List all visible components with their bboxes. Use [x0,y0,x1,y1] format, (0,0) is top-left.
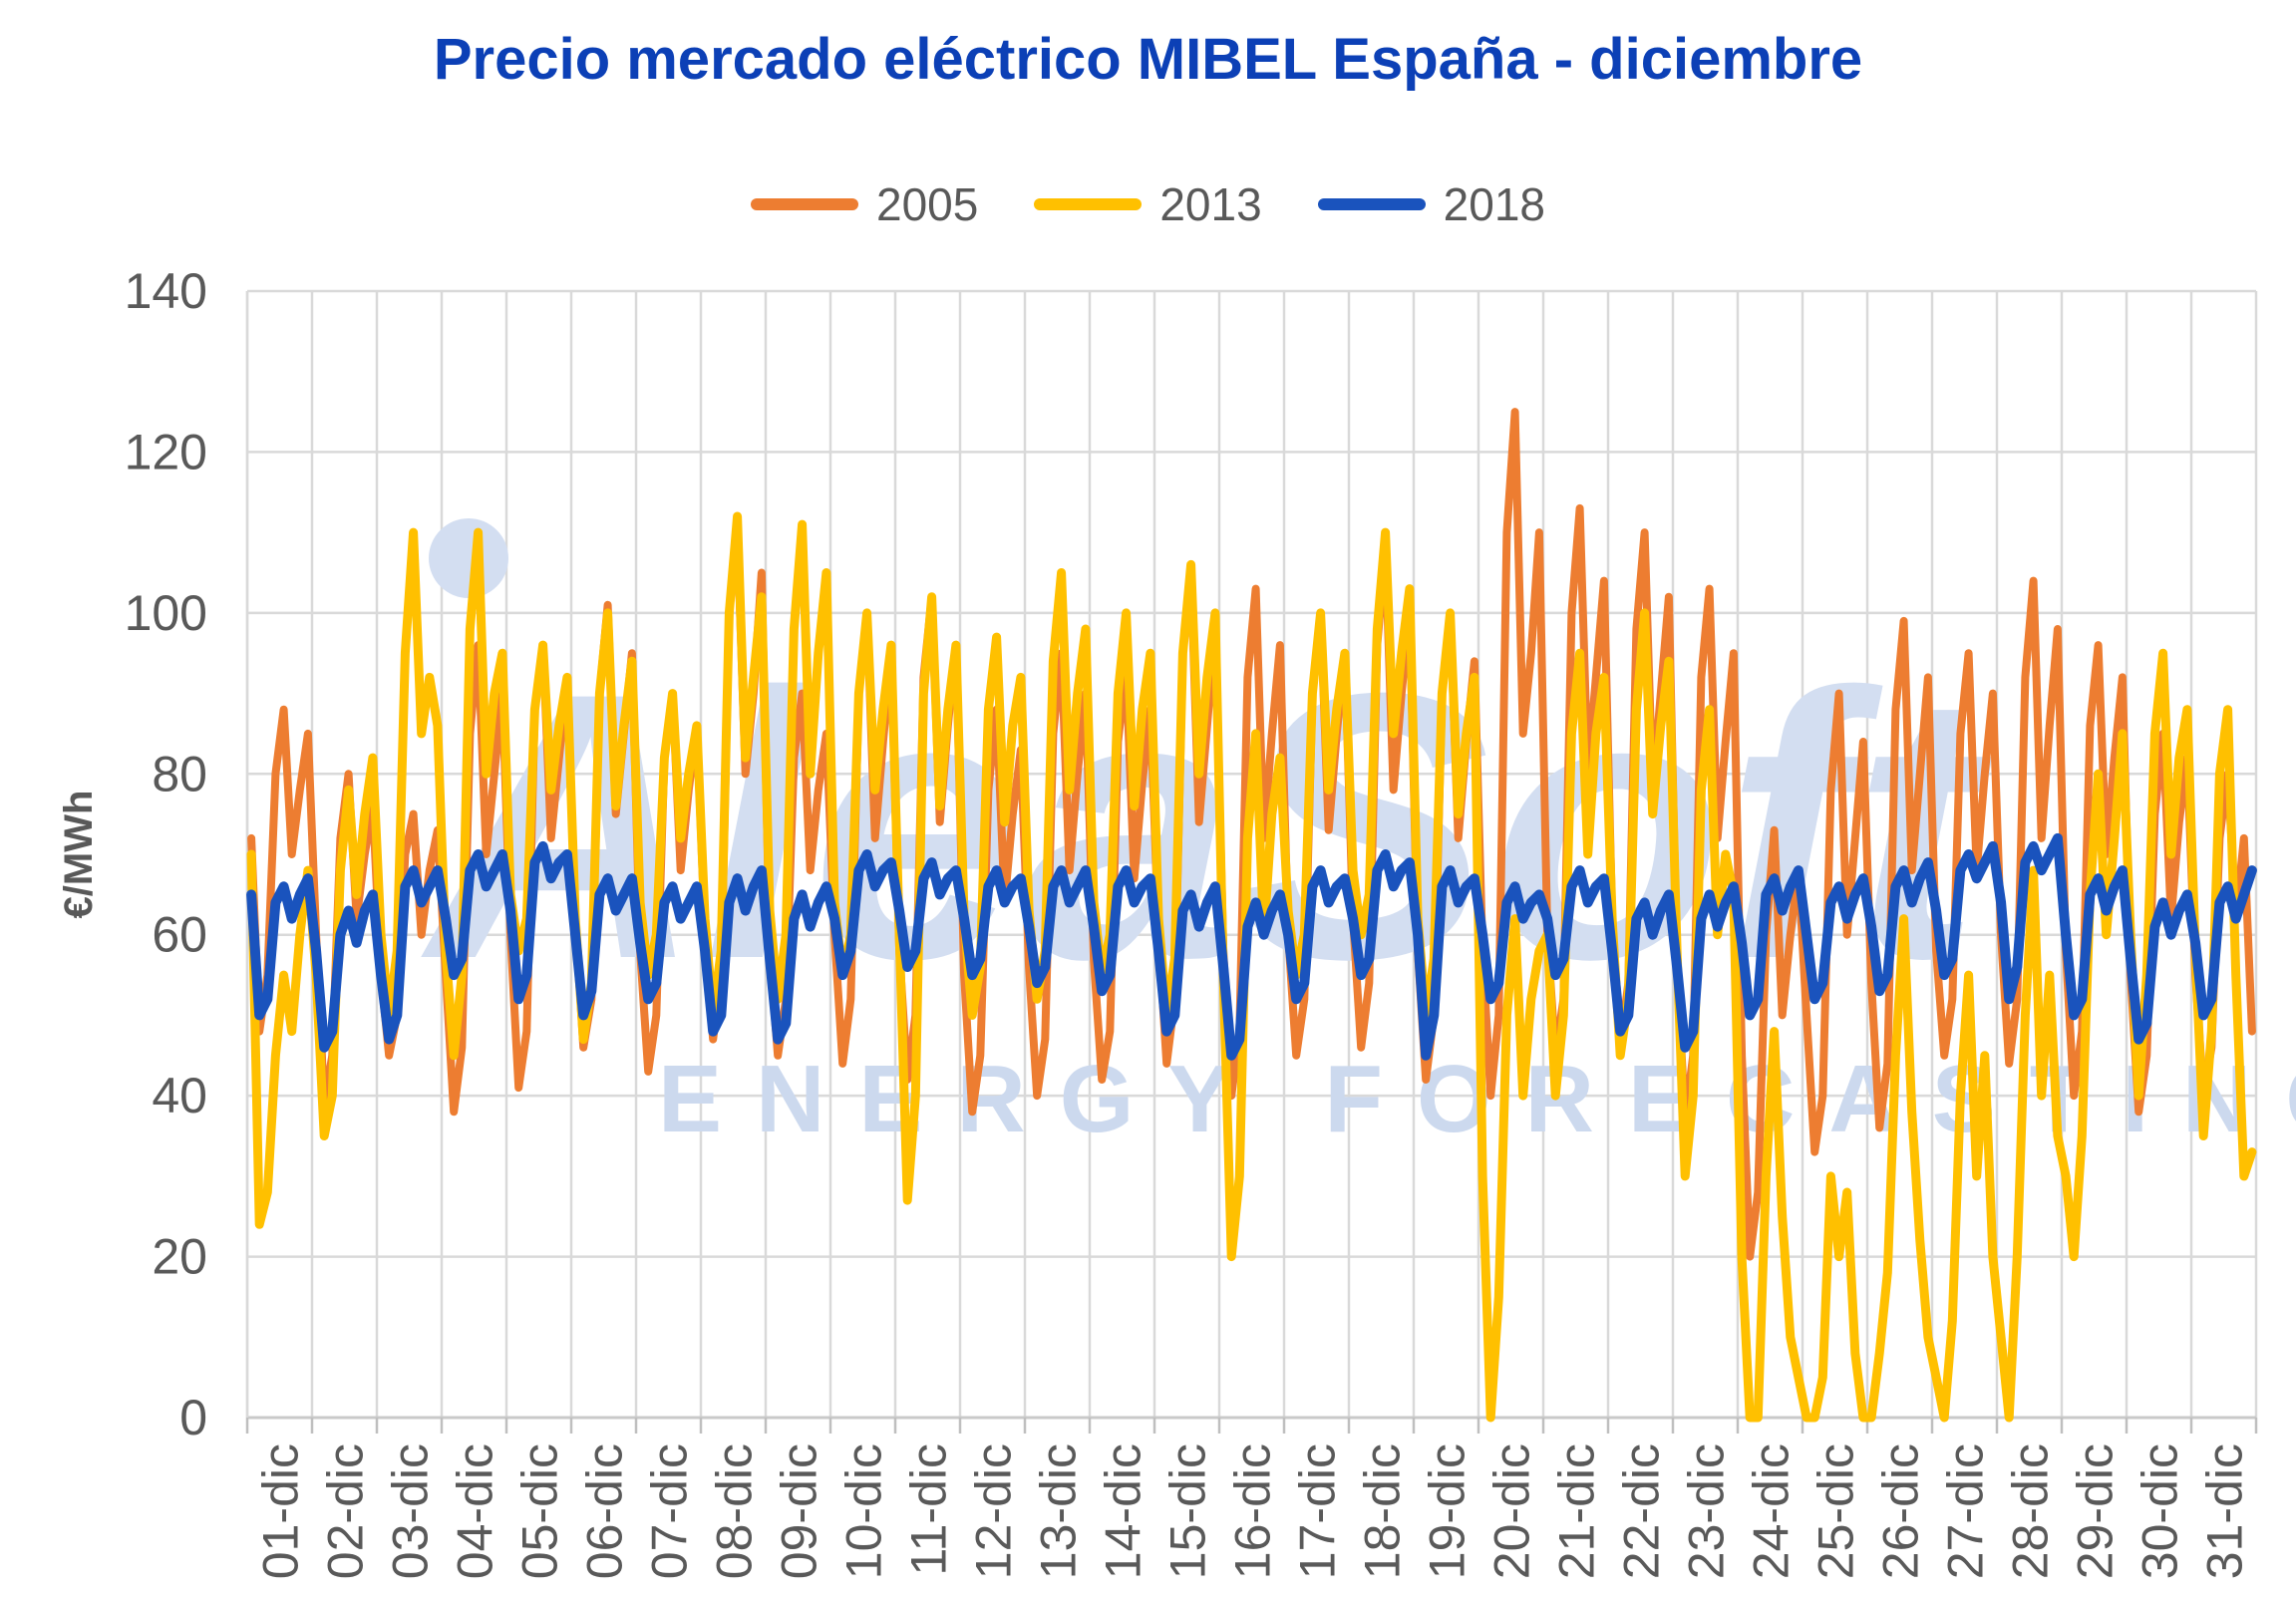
x-tick-label: 24-dic [1744,1443,1800,1579]
legend: 2005 2013 2018 [0,177,2296,231]
y-tick-label: 120 [125,424,207,480]
x-tick-label: 21-dic [1549,1443,1605,1579]
x-tick-label: 12-dic [966,1443,1022,1579]
x-tick-label: 17-dic [1290,1443,1346,1579]
x-tick-label: 06-dic [577,1443,633,1579]
x-tick-label: 18-dic [1355,1443,1411,1579]
x-tick-label: 27-dic [1938,1443,1994,1579]
x-tick-label: 13-dic [1031,1443,1087,1579]
y-axis-title: €/MWh [57,791,101,919]
y-tick-label: 40 [152,1068,207,1123]
x-tick-label: 28-dic [2003,1443,2059,1579]
legend-label-2018: 2018 [1443,178,1546,230]
legend-item-2013: 2013 [1034,177,1262,231]
y-tick-label: 0 [179,1390,207,1445]
x-tick-label: 11-dic [901,1443,957,1575]
x-tick-label: 02-dic [318,1443,374,1579]
y-tick-label: 100 [125,585,207,641]
x-tick-label: 20-dic [1484,1443,1540,1579]
x-tick-label: 29-dic [2068,1443,2124,1579]
x-tick-label: 04-dic [448,1443,503,1579]
x-tick-label: 23-dic [1679,1443,1735,1579]
x-tick-label: 07-dic [642,1443,698,1579]
legend-swatch-2018 [1317,198,1426,210]
watermark-dot [429,518,508,598]
x-tick-label: 30-dic [2132,1443,2188,1579]
x-tick-label: 31-dic [2197,1443,2253,1579]
legend-item-2018: 2018 [1317,177,1546,231]
y-tick-label: 20 [152,1229,207,1285]
legend-item-2005: 2005 [750,177,979,231]
series-line-2013 [246,511,2257,1423]
legend-swatch-2013 [1034,198,1143,210]
x-tick-label: 03-dic [383,1443,439,1579]
x-tick-label: 25-dic [1808,1443,1864,1579]
y-tick-label: 60 [152,907,207,963]
x-tick-label: 05-dic [512,1443,568,1579]
x-tick-label: 01-dic [253,1443,309,1579]
x-tick-label: 26-dic [1873,1443,1929,1579]
legend-label-2005: 2005 [875,178,979,230]
y-tick-label: 80 [152,746,207,801]
x-tick-label: 16-dic [1225,1443,1281,1579]
series-line-2018 [246,832,2257,1061]
x-tick-label: 10-dic [836,1443,892,1579]
legend-swatch-2005 [750,198,858,210]
chart-title: Precio mercado eléctrico MIBEL España - … [433,27,1863,92]
x-tick-label: 09-dic [772,1443,827,1579]
x-tick-label: 22-dic [1614,1443,1670,1579]
x-tick-label: 08-dic [707,1443,763,1579]
x-tick-label: 15-dic [1160,1443,1216,1579]
x-tick-label: 14-dic [1096,1443,1151,1579]
legend-label-2013: 2013 [1159,178,1262,230]
x-tick-label: 19-dic [1420,1443,1476,1579]
y-tick-label: 140 [125,263,207,319]
